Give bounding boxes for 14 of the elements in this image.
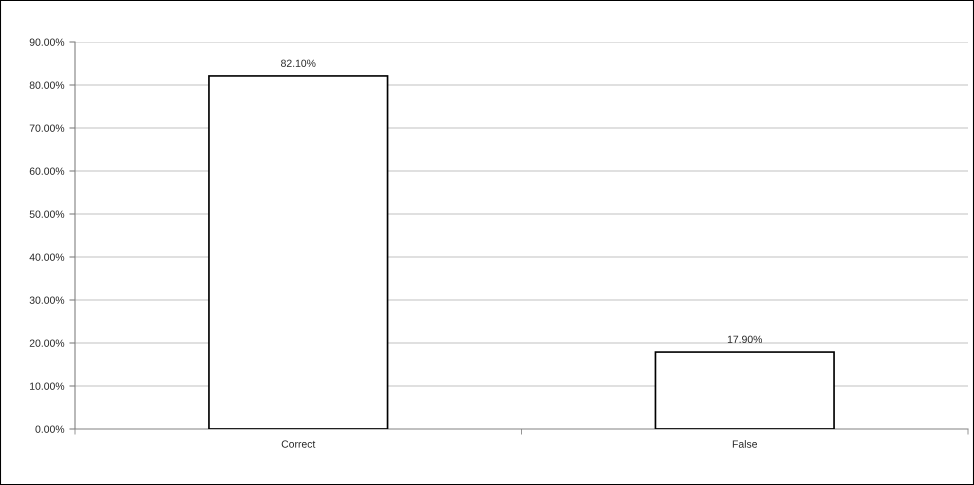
y-tick-label: 90.00% [30,38,64,46]
y-tick-label: 10.00% [30,382,64,390]
y-tick-label: 70.00% [30,124,64,132]
x-tick-label: False [732,440,758,448]
data-label: 82.10% [281,60,316,67]
y-tick-label: 0.00% [35,426,64,433]
data-label: 17.90% [728,336,762,344]
y-tick-label: 20.00% [30,340,64,347]
y-tick-label: 50.00% [30,210,64,218]
y-tick-label: 40.00% [29,254,64,261]
y-tick-label: 60.00% [30,168,64,175]
y-tick-label: 80.00% [30,82,64,89]
x-tick-label: Correct [282,440,316,448]
y-tick-label: 30.00% [30,296,64,304]
